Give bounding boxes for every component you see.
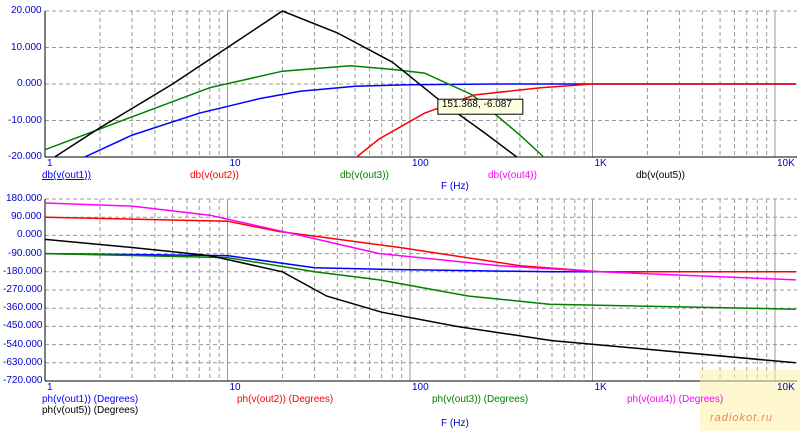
y-tick-label: 90.000 [11,211,42,223]
x-tick-label: 10K [777,382,795,393]
series-line-4 [44,202,796,281]
legend-entry: db(v(out5)) [636,170,685,181]
tooltip [437,98,524,115]
y-tick-label: -450.000 [3,320,43,332]
x-tick-label: 100 [412,158,429,169]
x-tick-label: 10K [777,158,795,169]
x-tick-label: 1K [594,382,607,393]
legend-entry: db(v(out1)) [42,170,91,181]
y-tick-label: 0.000 [17,78,43,89]
x-tick-label: 10 [229,382,241,393]
y-tick-label: -540.000 [3,338,43,350]
series-line-5 [44,238,796,364]
legend-entry: ph(v(out2)) (Degrees) [237,394,334,405]
x-tick-label: 1K [594,158,607,169]
y-tick-label: -720.000 [3,375,43,386]
x-axis-label: F (Hz) [441,418,469,429]
y-tick-label: -90.000 [8,247,42,259]
watermark: radiokot.ru [700,370,800,431]
x-tick-label: 100 [412,382,429,393]
y-tick-label: -270.000 [3,284,43,295]
y-tick-label: 20.000 [11,5,42,16]
legend-entry: db(v(out3)) [340,170,389,181]
x-axis-label: F (Hz) [441,181,469,192]
legend-entry: ph(v(out4)) (Degrees) [627,394,724,405]
y-tick-label: -10.000 [8,114,42,126]
legend-entry: db(v(out4)) [488,170,537,181]
x-tick-label: 1 [47,382,53,393]
legend-entry: ph(v(out3)) (Degrees) [432,394,529,405]
y-tick-label: 180.000 [6,193,43,204]
series-line-3 [44,65,545,158]
series-line-2 [44,216,796,273]
y-tick-label: 0.000 [17,229,43,241]
y-tick-label: 10.000 [11,41,42,53]
y-tick-label: -20.000 [8,151,42,162]
x-tick-label: 10 [229,158,241,169]
series-line-5 [54,10,518,158]
y-tick-label: -360.000 [3,302,43,314]
legend-entry: db(v(out2)) [190,170,239,181]
series-line-3 [44,252,796,310]
y-tick-label: -630.000 [3,356,43,368]
series-line-1 [84,83,796,158]
y-tick-label: -180.000 [3,265,43,277]
tooltip-text: 151.368, -6.087 [441,99,512,111]
legend-entry: ph(v(out5)) (Degrees) [42,405,139,416]
series-line-2 [356,83,796,158]
x-tick-label: 1 [47,158,53,169]
legend-entry: ph(v(out1)) (Degrees) [42,394,139,405]
